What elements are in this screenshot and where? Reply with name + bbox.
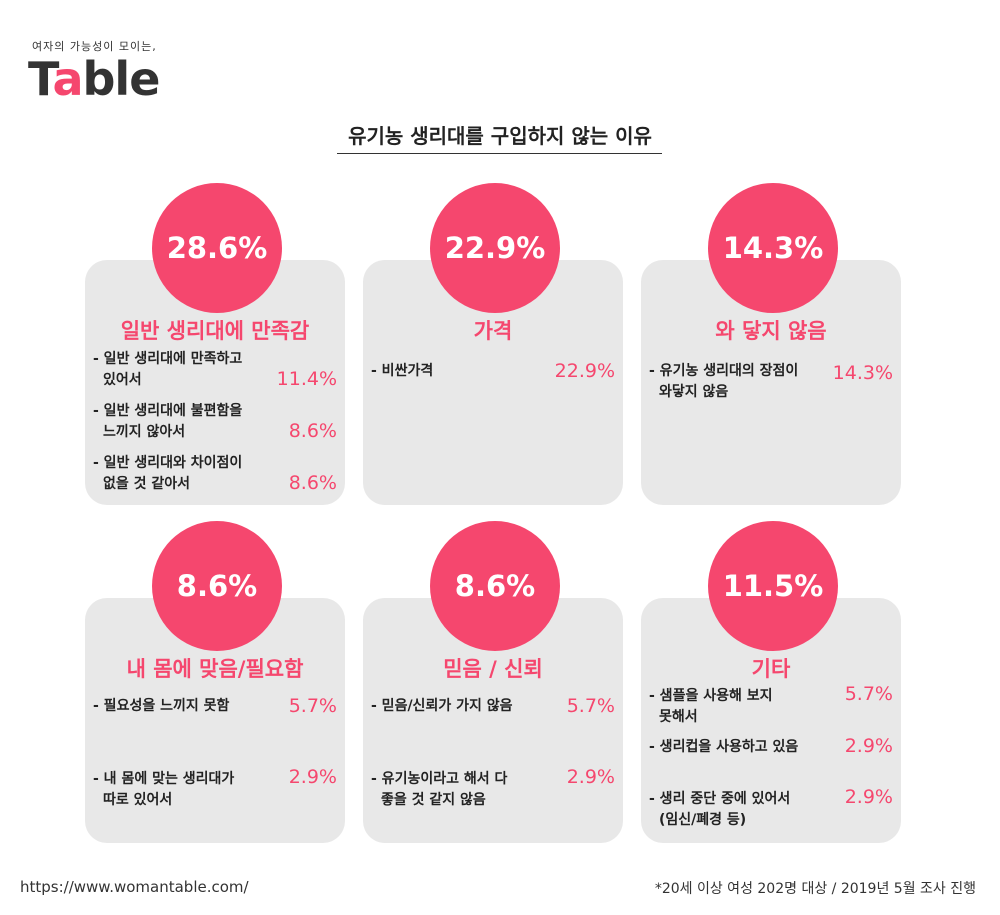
item-label: - 유기농 생리대의 장점이	[649, 363, 799, 379]
item-value: 2.9%	[288, 766, 337, 788]
item-label: - 생리 중단 중에 있어서	[649, 791, 791, 807]
percent-circle: 8.6%	[430, 521, 560, 651]
card: 내 몸에 맞음/필요함 - 필요성을 느끼지 못함 5.7% - 내 몸에 맞는 생리…	[85, 598, 345, 843]
logo-text: T	[28, 52, 53, 106]
footer-note: *20세 이상 여성 202명 대상 / 2019년 5월 조사 진행	[654, 881, 976, 897]
item-label: - 비싼가격	[371, 363, 434, 379]
percent-circle: 8.6%	[152, 521, 282, 651]
logo-accent: a	[52, 52, 83, 106]
item-label: - 유기농이라고 해서 다	[371, 771, 508, 787]
percent-circle: 11.5%	[708, 521, 838, 651]
item-value: 5.7%	[844, 683, 893, 705]
item-label: 못해서	[659, 709, 698, 725]
card: 가격 - 비싼가격 22.9%	[363, 260, 623, 505]
item-label: 느끼지 않아서	[103, 424, 186, 440]
item-value: 2.9%	[844, 735, 893, 757]
item-label: - 필요성을 느끼지 못함	[93, 698, 230, 714]
logo-text: ble	[82, 52, 161, 106]
item-label: - 내 몸에 맞는 생리대가	[93, 771, 235, 787]
item-label: - 일반 생리대에 만족하고	[93, 351, 243, 367]
item-label: - 생리컵을 사용하고 있음	[649, 739, 799, 755]
item-value: 14.3%	[832, 362, 893, 384]
title: 유기농 생리대를 구입하지 않는 이유	[348, 124, 652, 148]
item-label: 좋을 것 같지 않음	[381, 792, 486, 808]
logo: Table	[28, 52, 161, 106]
item-label: 따로 있어서	[103, 792, 173, 808]
percent-circle: 22.9%	[430, 183, 560, 313]
percent-circle: 28.6%	[152, 183, 282, 313]
footer-url: https://www.womantable.com/	[20, 878, 249, 896]
card-heading: 기타	[751, 657, 791, 681]
card-heading: 와 닿지 않음	[715, 319, 827, 343]
card-heading: 가격	[473, 319, 513, 343]
logo-tagline: 여자의 가능성이 모이는,	[32, 40, 157, 53]
title-underline	[337, 153, 662, 154]
item-label: - 믿음/신뢰가 가지 않음	[371, 698, 513, 714]
item-value: 2.9%	[566, 766, 615, 788]
item-label: - 샘플을 사용해 보지	[649, 688, 773, 704]
item-value: 5.7%	[566, 695, 615, 717]
item-label: 없을 것 같아서	[103, 476, 191, 492]
item-value: 8.6%	[288, 472, 337, 494]
card-heading: 일반 생리대에 만족감	[120, 319, 310, 343]
item-value: 22.9%	[554, 360, 615, 382]
card-heading: 내 몸에 맞음/필요함	[126, 657, 304, 681]
item-label: - 일반 생리대와 차이점이	[93, 455, 243, 471]
item-label: 와닿지 않음	[659, 384, 729, 400]
item-value: 11.4%	[276, 368, 337, 390]
percent-circle: 14.3%	[708, 183, 838, 313]
card-heading: 믿음 / 신뢰	[443, 657, 543, 681]
item-value: 5.7%	[288, 695, 337, 717]
item-value: 8.6%	[288, 420, 337, 442]
item-label: - 일반 생리대에 불편함을	[93, 403, 243, 419]
item-label: 있어서	[103, 372, 142, 388]
item-label: (임신/폐경 등)	[659, 812, 747, 828]
item-value: 2.9%	[844, 786, 893, 808]
